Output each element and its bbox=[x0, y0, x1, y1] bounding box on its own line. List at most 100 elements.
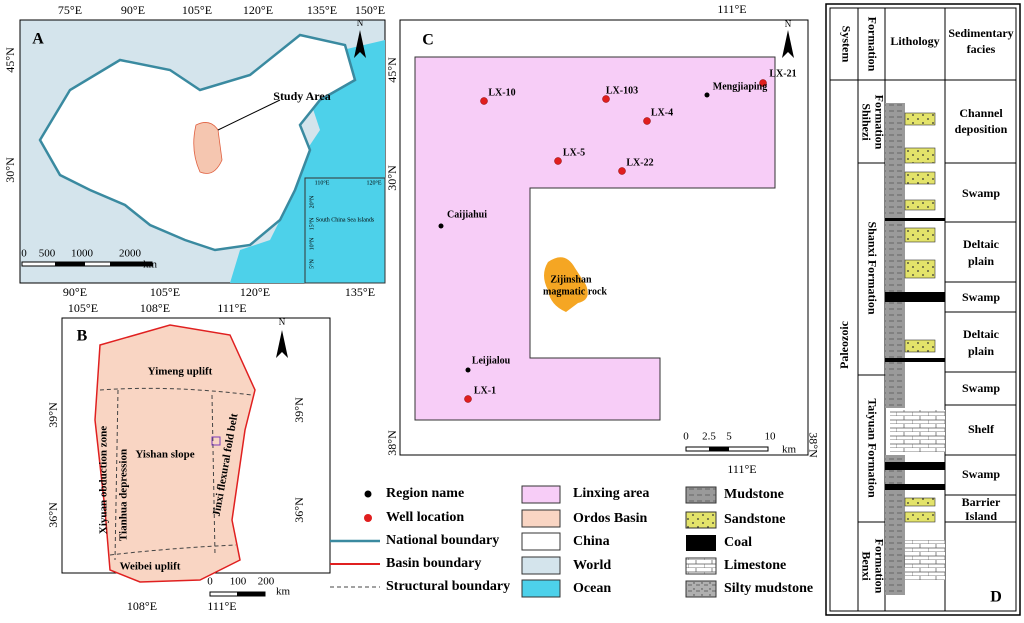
legend-swatch bbox=[685, 511, 717, 529]
coal bbox=[885, 292, 945, 302]
scale-label: 1000 bbox=[71, 248, 94, 260]
well-label: LX-5 bbox=[563, 147, 585, 158]
row-line bbox=[858, 162, 885, 523]
label: Tianhua depression bbox=[118, 449, 130, 541]
mudstone bbox=[885, 455, 905, 595]
facies-label: Deltaic bbox=[963, 237, 1000, 251]
magmatic-rock bbox=[544, 257, 588, 312]
facies-label: Swamp bbox=[962, 467, 1000, 481]
legend-swatch bbox=[685, 557, 717, 575]
lon-label: 90°E bbox=[63, 285, 87, 299]
lon-label: 150°E bbox=[355, 3, 385, 17]
scale-bar bbox=[237, 592, 265, 596]
well-marker bbox=[554, 157, 562, 165]
label: Shanxi Formation bbox=[865, 221, 879, 314]
north-arrow bbox=[276, 330, 288, 358]
scale-label: 100 bbox=[230, 576, 247, 588]
system: Paleozoic bbox=[837, 320, 851, 369]
label: N bbox=[785, 19, 792, 29]
lon-label: 90°E bbox=[121, 3, 145, 17]
scale-label: 0 bbox=[683, 431, 689, 443]
lon-label: 111°E bbox=[727, 462, 756, 476]
panel-b bbox=[61, 317, 331, 597]
legend-swatch bbox=[521, 509, 561, 528]
legend-swatch bbox=[521, 556, 561, 575]
panel-label: B bbox=[77, 328, 88, 345]
facies-label: Deltaic bbox=[963, 327, 1000, 341]
scale-label: km bbox=[143, 259, 158, 271]
well-label: LX-22 bbox=[626, 157, 653, 168]
lon-label: 105°E bbox=[150, 285, 180, 299]
ordos-basin bbox=[193, 122, 223, 174]
north-arrow bbox=[782, 30, 794, 58]
well-label: LX-10 bbox=[488, 87, 515, 98]
lat-label: 30°N bbox=[385, 165, 399, 191]
label: Benxi bbox=[859, 551, 873, 581]
panel-label: A bbox=[32, 31, 44, 48]
limestone bbox=[890, 410, 945, 452]
legend-swatch bbox=[685, 486, 717, 504]
lon-label: 135°E bbox=[307, 3, 337, 17]
legend-label: Limestone bbox=[724, 558, 786, 573]
lon-label: 105°E bbox=[182, 3, 212, 17]
label: Yimeng uplift bbox=[148, 366, 213, 378]
scale-label: 0 bbox=[207, 576, 213, 588]
legend-label: Ocean bbox=[573, 581, 611, 596]
coal bbox=[885, 484, 945, 490]
label: 10°N bbox=[308, 237, 315, 250]
lon-label: 108°E bbox=[140, 301, 170, 315]
label: magmatic rock bbox=[543, 286, 607, 297]
legend-label: Silty mudstone bbox=[724, 581, 813, 596]
lat-label: 45°N bbox=[385, 57, 399, 83]
well-marker bbox=[618, 167, 626, 175]
column-frame bbox=[825, 3, 1021, 616]
label: N bbox=[357, 18, 364, 28]
row-line bbox=[945, 162, 1016, 523]
region-label: Mengjiaping bbox=[713, 81, 767, 92]
label: Study Area bbox=[273, 89, 330, 103]
facies-label: Swamp bbox=[962, 290, 1000, 304]
facies-label: Channel bbox=[959, 106, 1003, 120]
facies-label: deposition bbox=[955, 122, 1008, 136]
label: 120°E bbox=[366, 179, 381, 186]
header: Sedimentary bbox=[948, 26, 1013, 40]
lat-label: 38°N bbox=[806, 432, 820, 458]
scale-label: 200 bbox=[258, 576, 275, 588]
lon-label: 111°E bbox=[717, 2, 746, 16]
well-label: LX-1 bbox=[474, 385, 496, 396]
column-frame bbox=[829, 7, 1017, 612]
coal bbox=[885, 218, 945, 221]
scale-label: km bbox=[782, 444, 797, 456]
legend-label: Region name bbox=[386, 486, 464, 501]
scale-label: km bbox=[276, 586, 291, 598]
well-marker bbox=[480, 97, 488, 105]
label: 20°N bbox=[308, 195, 315, 208]
pointer bbox=[217, 99, 281, 131]
region-label: Caijiahui bbox=[447, 209, 487, 220]
sandstone bbox=[904, 497, 936, 507]
label: Formation bbox=[872, 539, 886, 594]
lat-label: 45°N bbox=[3, 47, 17, 73]
sandstone bbox=[904, 147, 936, 164]
panel-label: D bbox=[990, 589, 1002, 606]
facies-label: Barrier bbox=[962, 495, 1001, 509]
lat-label: 36°N bbox=[292, 497, 306, 523]
coal bbox=[885, 462, 945, 470]
legend-label: Well location bbox=[386, 510, 464, 525]
legend-swatch bbox=[364, 514, 372, 522]
scale-label: 10 bbox=[765, 431, 777, 443]
label: 110°E bbox=[315, 179, 330, 186]
legend-label: Sandstone bbox=[724, 512, 785, 527]
region-marker bbox=[465, 367, 471, 373]
scale-label: 2.5 bbox=[702, 431, 716, 443]
legend-label: Mudstone bbox=[724, 487, 784, 502]
limestone bbox=[905, 540, 945, 580]
sandstone bbox=[904, 112, 936, 126]
lat-label: 38°N bbox=[385, 430, 399, 456]
lat-label: 36°N bbox=[46, 502, 60, 528]
label: South China Sea Islands bbox=[316, 217, 375, 223]
label: Taiyuan Formation bbox=[865, 398, 879, 498]
lon-label: 120°E bbox=[243, 3, 273, 17]
header: System bbox=[839, 26, 853, 63]
label: Yishan slope bbox=[135, 449, 194, 461]
